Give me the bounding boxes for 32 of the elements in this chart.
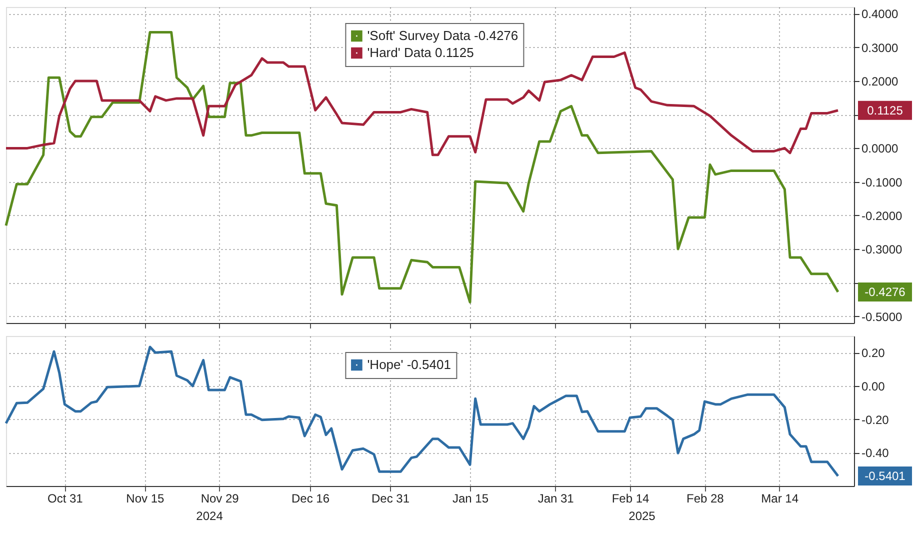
x-tick-label: Oct 31 [47,492,84,506]
x-tick-label: Nov 15 [126,492,164,506]
x-tick-label: Nov 29 [200,492,240,506]
text: 2024 [196,509,224,523]
y-tick-label: 0.20 [862,346,886,360]
y-tick-label: 0.4000 [862,7,899,22]
annotation: 0.1125 [867,103,904,118]
y-tick-label: -0.3000 [862,242,903,257]
x-tick-label: Jan 31 [538,492,574,506]
y-tick-label: 0.3000 [862,40,899,55]
y-tick-label: -0.40 [862,446,890,460]
x-tick-label: Dec 31 [371,492,410,506]
y-tick-label: -0.1000 [862,175,903,190]
y-tick-label: 0.2000 [862,74,899,88]
y-tick-label: 0.00 [862,380,886,394]
legend-label: 'Soft' Survey Data -0.4276 [367,28,518,43]
annotation: -0.4276 [864,284,906,299]
x-tick-label: Jan 15 [452,492,489,506]
legend-label: 'Hard' Data 0.1125 [367,45,474,60]
x-tick-label: Dec 16 [291,492,330,506]
y-tick-label: -0.5000 [862,310,903,324]
annotation: -0.5401 [864,469,906,484]
x-tick-label: Mar 14 [761,492,799,506]
y-tick-label: 0.0000 [862,142,899,156]
line-series [4,346,840,478]
y-tick-label: -0.20 [862,412,890,427]
legend-label: 'Hope' -0.5401 [367,357,451,372]
y-tick-label: -0.2000 [862,208,903,223]
line-series [4,30,840,304]
text: 2025 [628,509,656,523]
x-tick-label: Feb 28 [686,492,724,506]
x-tick-label: Feb 14 [612,492,650,506]
